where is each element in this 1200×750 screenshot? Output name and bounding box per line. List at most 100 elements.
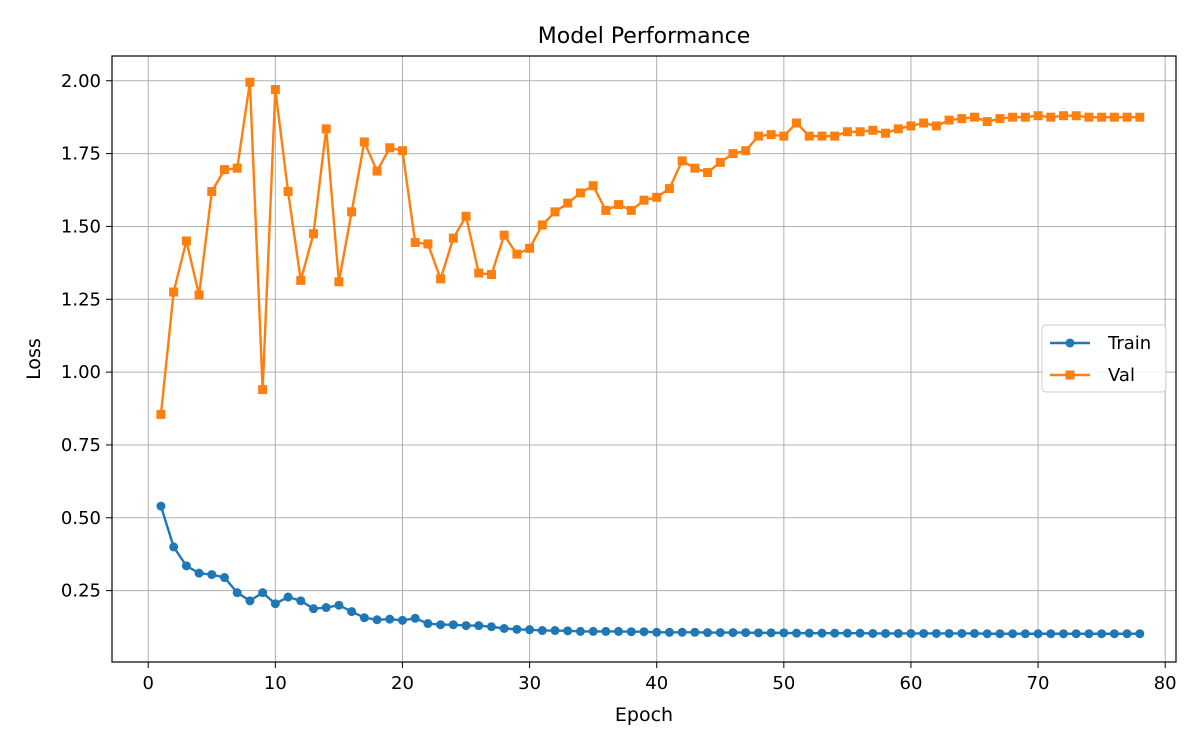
val-data-point [499, 230, 509, 240]
legend-val-marker [1065, 370, 1075, 380]
train-data-point [563, 626, 573, 636]
train-data-point [525, 625, 535, 635]
train-data-point [893, 628, 903, 638]
train-data-point [919, 628, 929, 638]
train-data-point [499, 623, 509, 633]
val-data-point [1122, 112, 1132, 122]
train-data-point [970, 628, 980, 638]
chart-title: Model Performance [538, 24, 750, 49]
val-data-point [766, 130, 776, 140]
val-data-point [258, 385, 268, 395]
val-data-point [715, 157, 725, 167]
x-tick-label: 0 [143, 673, 154, 694]
series-val [156, 77, 1145, 419]
y-tick-label: 1.00 [61, 362, 101, 383]
train-data-point [232, 588, 242, 598]
train-data-point [626, 627, 636, 637]
train-data-point [270, 599, 280, 609]
train-data-point [842, 628, 852, 638]
val-data-point [970, 112, 980, 122]
val-data-point [652, 192, 662, 202]
val-data-point [169, 287, 179, 297]
train-data-point [690, 627, 700, 637]
train-data-point [703, 628, 713, 638]
train-data-point [550, 626, 560, 636]
train-data-point [169, 542, 179, 552]
train-data-point [474, 621, 484, 631]
train-data-point [588, 626, 598, 636]
train-data-point [1135, 629, 1145, 639]
train-data-point [779, 628, 789, 638]
train-data-point [1020, 629, 1030, 639]
val-data-point [308, 229, 318, 239]
y-tick-label: 0.50 [61, 508, 101, 529]
val-data-point [448, 233, 458, 243]
val-data-point [728, 149, 738, 159]
train-data-point [308, 604, 318, 614]
val-data-point [232, 163, 242, 173]
legend-train-marker [1065, 338, 1075, 348]
train-data-point [156, 501, 166, 511]
val-data-point [1109, 112, 1119, 122]
train-data-point [1122, 629, 1132, 639]
y-axis-title: Loss [23, 338, 45, 380]
val-data-point [245, 77, 255, 87]
x-tick-label: 20 [391, 673, 414, 694]
train-data-point [931, 628, 941, 638]
val-data-point [410, 237, 420, 247]
val-data-point [957, 114, 967, 124]
val-data-point [817, 131, 827, 141]
val-data-point [779, 131, 789, 141]
val-data-point [397, 146, 407, 156]
train-data-point [817, 628, 827, 638]
train-data-point [220, 573, 230, 583]
x-tick-label: 10 [264, 673, 287, 694]
train-data-point [792, 628, 802, 638]
val-data-point [881, 128, 891, 138]
train-data-point [423, 619, 433, 629]
val-data-point [677, 156, 687, 166]
train-data-point [296, 596, 306, 606]
train-data-point [207, 570, 217, 580]
val-data-point [626, 205, 636, 215]
train-data-point [753, 628, 763, 638]
val-data-point [359, 137, 369, 147]
axes-frame [111, 55, 1177, 663]
train-data-point [486, 622, 496, 632]
val-data-point [220, 165, 230, 175]
train-data-point [334, 600, 344, 610]
y-tick-label: 0.25 [61, 581, 101, 602]
val-data-point [372, 166, 382, 176]
train-data-point [1046, 629, 1056, 639]
train-data-point [537, 626, 547, 636]
train-data-point [881, 628, 891, 638]
val-data-point [283, 186, 293, 196]
train-data-point [957, 628, 967, 638]
val-data-point [207, 186, 217, 196]
val-data-point [1033, 111, 1043, 121]
val-series-line [159, 81, 1140, 415]
x-tick-label: 30 [518, 673, 541, 694]
x-tick-label: 60 [900, 673, 923, 694]
train-data-point [715, 628, 725, 638]
train-data-point [1084, 629, 1094, 639]
legend-label-train: Train [1107, 333, 1151, 354]
train-data-point [1033, 629, 1043, 639]
train-data-point [677, 627, 687, 637]
train-data-point [868, 628, 878, 638]
val-data-point [194, 290, 204, 300]
train-data-point [830, 628, 840, 638]
val-data-point [1008, 112, 1018, 122]
train-data-point [410, 613, 420, 623]
val-data-point [474, 268, 484, 278]
y-tick-label: 0.75 [61, 435, 101, 456]
y-tick-label: 1.75 [61, 144, 101, 165]
val-data-point [830, 131, 840, 141]
train-data-point [1071, 629, 1081, 639]
val-data-point [537, 220, 547, 230]
val-data-point [385, 143, 395, 153]
val-data-point [868, 125, 878, 135]
train-data-point [741, 628, 751, 638]
train-data-point [1058, 629, 1068, 639]
